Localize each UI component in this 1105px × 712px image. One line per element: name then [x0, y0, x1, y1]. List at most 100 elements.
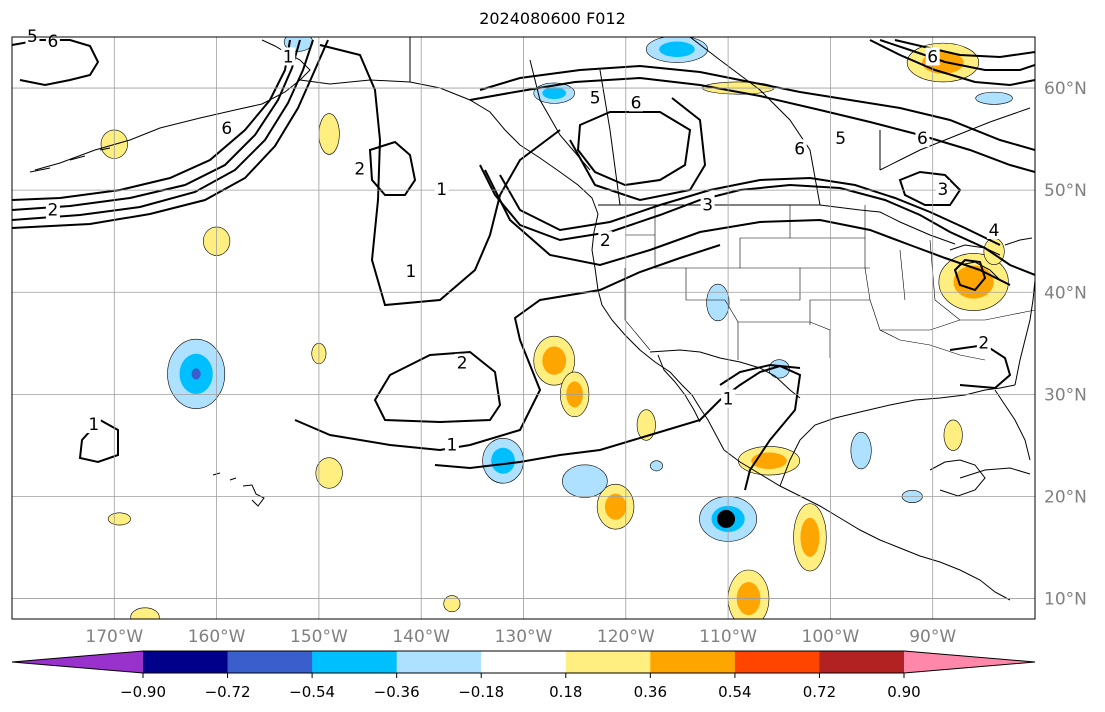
- contour-label-bg: [833, 129, 848, 148]
- colorbar-tick-label: −0.18: [458, 683, 504, 701]
- contour-line: [368, 140, 417, 196]
- contour-label: 2: [457, 354, 468, 374]
- contour-lines: [12, 39, 1035, 491]
- shaded-region: [130, 607, 160, 619]
- lon-tick-label: 120°W: [597, 627, 655, 647]
- colorbar-segment: [312, 651, 398, 673]
- contour-label: 4: [989, 221, 1000, 241]
- contour-label: 1: [436, 180, 447, 200]
- colorbar-segment: [227, 651, 313, 673]
- contour-label-bg: [925, 47, 940, 66]
- colorbar-tick-label: 0.36: [634, 683, 667, 701]
- contour-line: [319, 44, 561, 307]
- coastline-florida: [994, 389, 1031, 461]
- contour-label: 5: [835, 129, 846, 149]
- state-lines: [624, 205, 1035, 361]
- lon-tick-label: 130°W: [495, 627, 553, 647]
- contour-line: [499, 174, 1001, 246]
- shaded-region: [107, 512, 131, 526]
- lon-tick-label: 170°W: [85, 627, 143, 647]
- contour-label-bg: [700, 195, 715, 214]
- contour-label: 6: [221, 119, 232, 139]
- colorbar-tick-label: −0.36: [374, 683, 420, 701]
- state-boundaries: [624, 205, 1035, 361]
- contour-line: [953, 258, 987, 292]
- contour-line: [484, 169, 1011, 286]
- coastline-hudson: [879, 107, 1031, 171]
- contour-line: [469, 76, 1035, 173]
- contour-label-bg: [976, 333, 991, 352]
- lat-tick-label: 10°N: [1044, 590, 1087, 610]
- coastline-gulf: [779, 384, 1016, 487]
- contour-label-bg: [792, 139, 807, 158]
- contour-label: 1: [406, 262, 417, 282]
- coastline-alaska-panhandle: [299, 79, 599, 215]
- latitude-labels: 10°N 20°N 30°N 40°N 50°N 60°N: [1044, 79, 1087, 610]
- lon-tick-label: 90°W: [909, 627, 956, 647]
- shaded-region: [318, 113, 340, 155]
- contour-line: [719, 363, 801, 386]
- lat-tick-label: 60°N: [1044, 79, 1087, 99]
- border-us-mexico: [649, 349, 801, 399]
- contour-label-bg: [444, 435, 459, 454]
- colorbar-segment: [734, 651, 820, 673]
- shaded-region: [604, 493, 627, 520]
- shaded-region: [542, 87, 567, 100]
- lon-tick-label: 140°W: [392, 627, 450, 647]
- colorbar-segment: [396, 651, 482, 673]
- coastline-aleutians: [29, 147, 111, 173]
- coastline-cuba: [959, 467, 1031, 479]
- contour-label: 1: [283, 47, 294, 67]
- contour-label-bg: [86, 415, 101, 433]
- colorbar-tick-label: −0.72: [205, 683, 251, 701]
- contour-label: 2: [600, 231, 611, 251]
- contour-label: 2: [978, 333, 989, 353]
- contour-label: 1: [723, 389, 734, 409]
- shaded-region: [850, 431, 872, 470]
- shaded-region: [650, 460, 663, 472]
- contour-label-bg: [434, 180, 449, 199]
- contour-label-bg: [25, 27, 40, 45]
- contour-line: [576, 111, 692, 187]
- border-provinces: [529, 37, 881, 206]
- lat-tick-label: 30°N: [1044, 385, 1087, 405]
- contour-label-bg: [403, 261, 418, 280]
- contour-line: [12, 39, 314, 221]
- coastlines: [29, 37, 1035, 601]
- contour-label: 6: [48, 32, 59, 52]
- shaded-region: [659, 41, 695, 57]
- contour-label-bg: [219, 118, 234, 137]
- lon-tick-label: 110°W: [699, 627, 757, 647]
- lon-tick-label: 150°W: [290, 627, 348, 647]
- coastline-mexico-west: [723, 449, 1011, 601]
- map-title: 2024080600 F012: [479, 9, 626, 28]
- colorbar-tick-label: 0.54: [718, 683, 751, 701]
- contour-label-bg: [987, 221, 1002, 239]
- contour-line: [479, 64, 1035, 151]
- shaded-region: [943, 419, 963, 451]
- colorbar-tick-label: 0.18: [549, 683, 582, 701]
- colorbar-segment: [819, 651, 905, 673]
- contour-line: [879, 39, 1035, 71]
- shaded-region: [975, 91, 1013, 105]
- colorbar-tick-label: 0.90: [887, 683, 920, 701]
- coastline-baja: [657, 354, 701, 423]
- contour-label-bg: [455, 353, 470, 372]
- contour-line: [12, 39, 291, 201]
- contour-label-bg: [352, 159, 367, 178]
- contour-line: [12, 39, 301, 211]
- contour-line: [894, 39, 1035, 59]
- contour-label: 6: [917, 129, 928, 149]
- lat-tick-label: 40°N: [1044, 283, 1087, 303]
- contour-label: 1: [446, 435, 457, 455]
- lon-tick-label: 160°W: [188, 627, 246, 647]
- shaded-region: [491, 447, 515, 474]
- contour-line: [373, 350, 502, 424]
- shaded-region: [706, 283, 730, 322]
- colorbar-segment: [481, 651, 567, 673]
- contour-label-bg: [721, 389, 736, 408]
- gridlines: [12, 37, 1035, 619]
- shaded-region: [542, 346, 567, 375]
